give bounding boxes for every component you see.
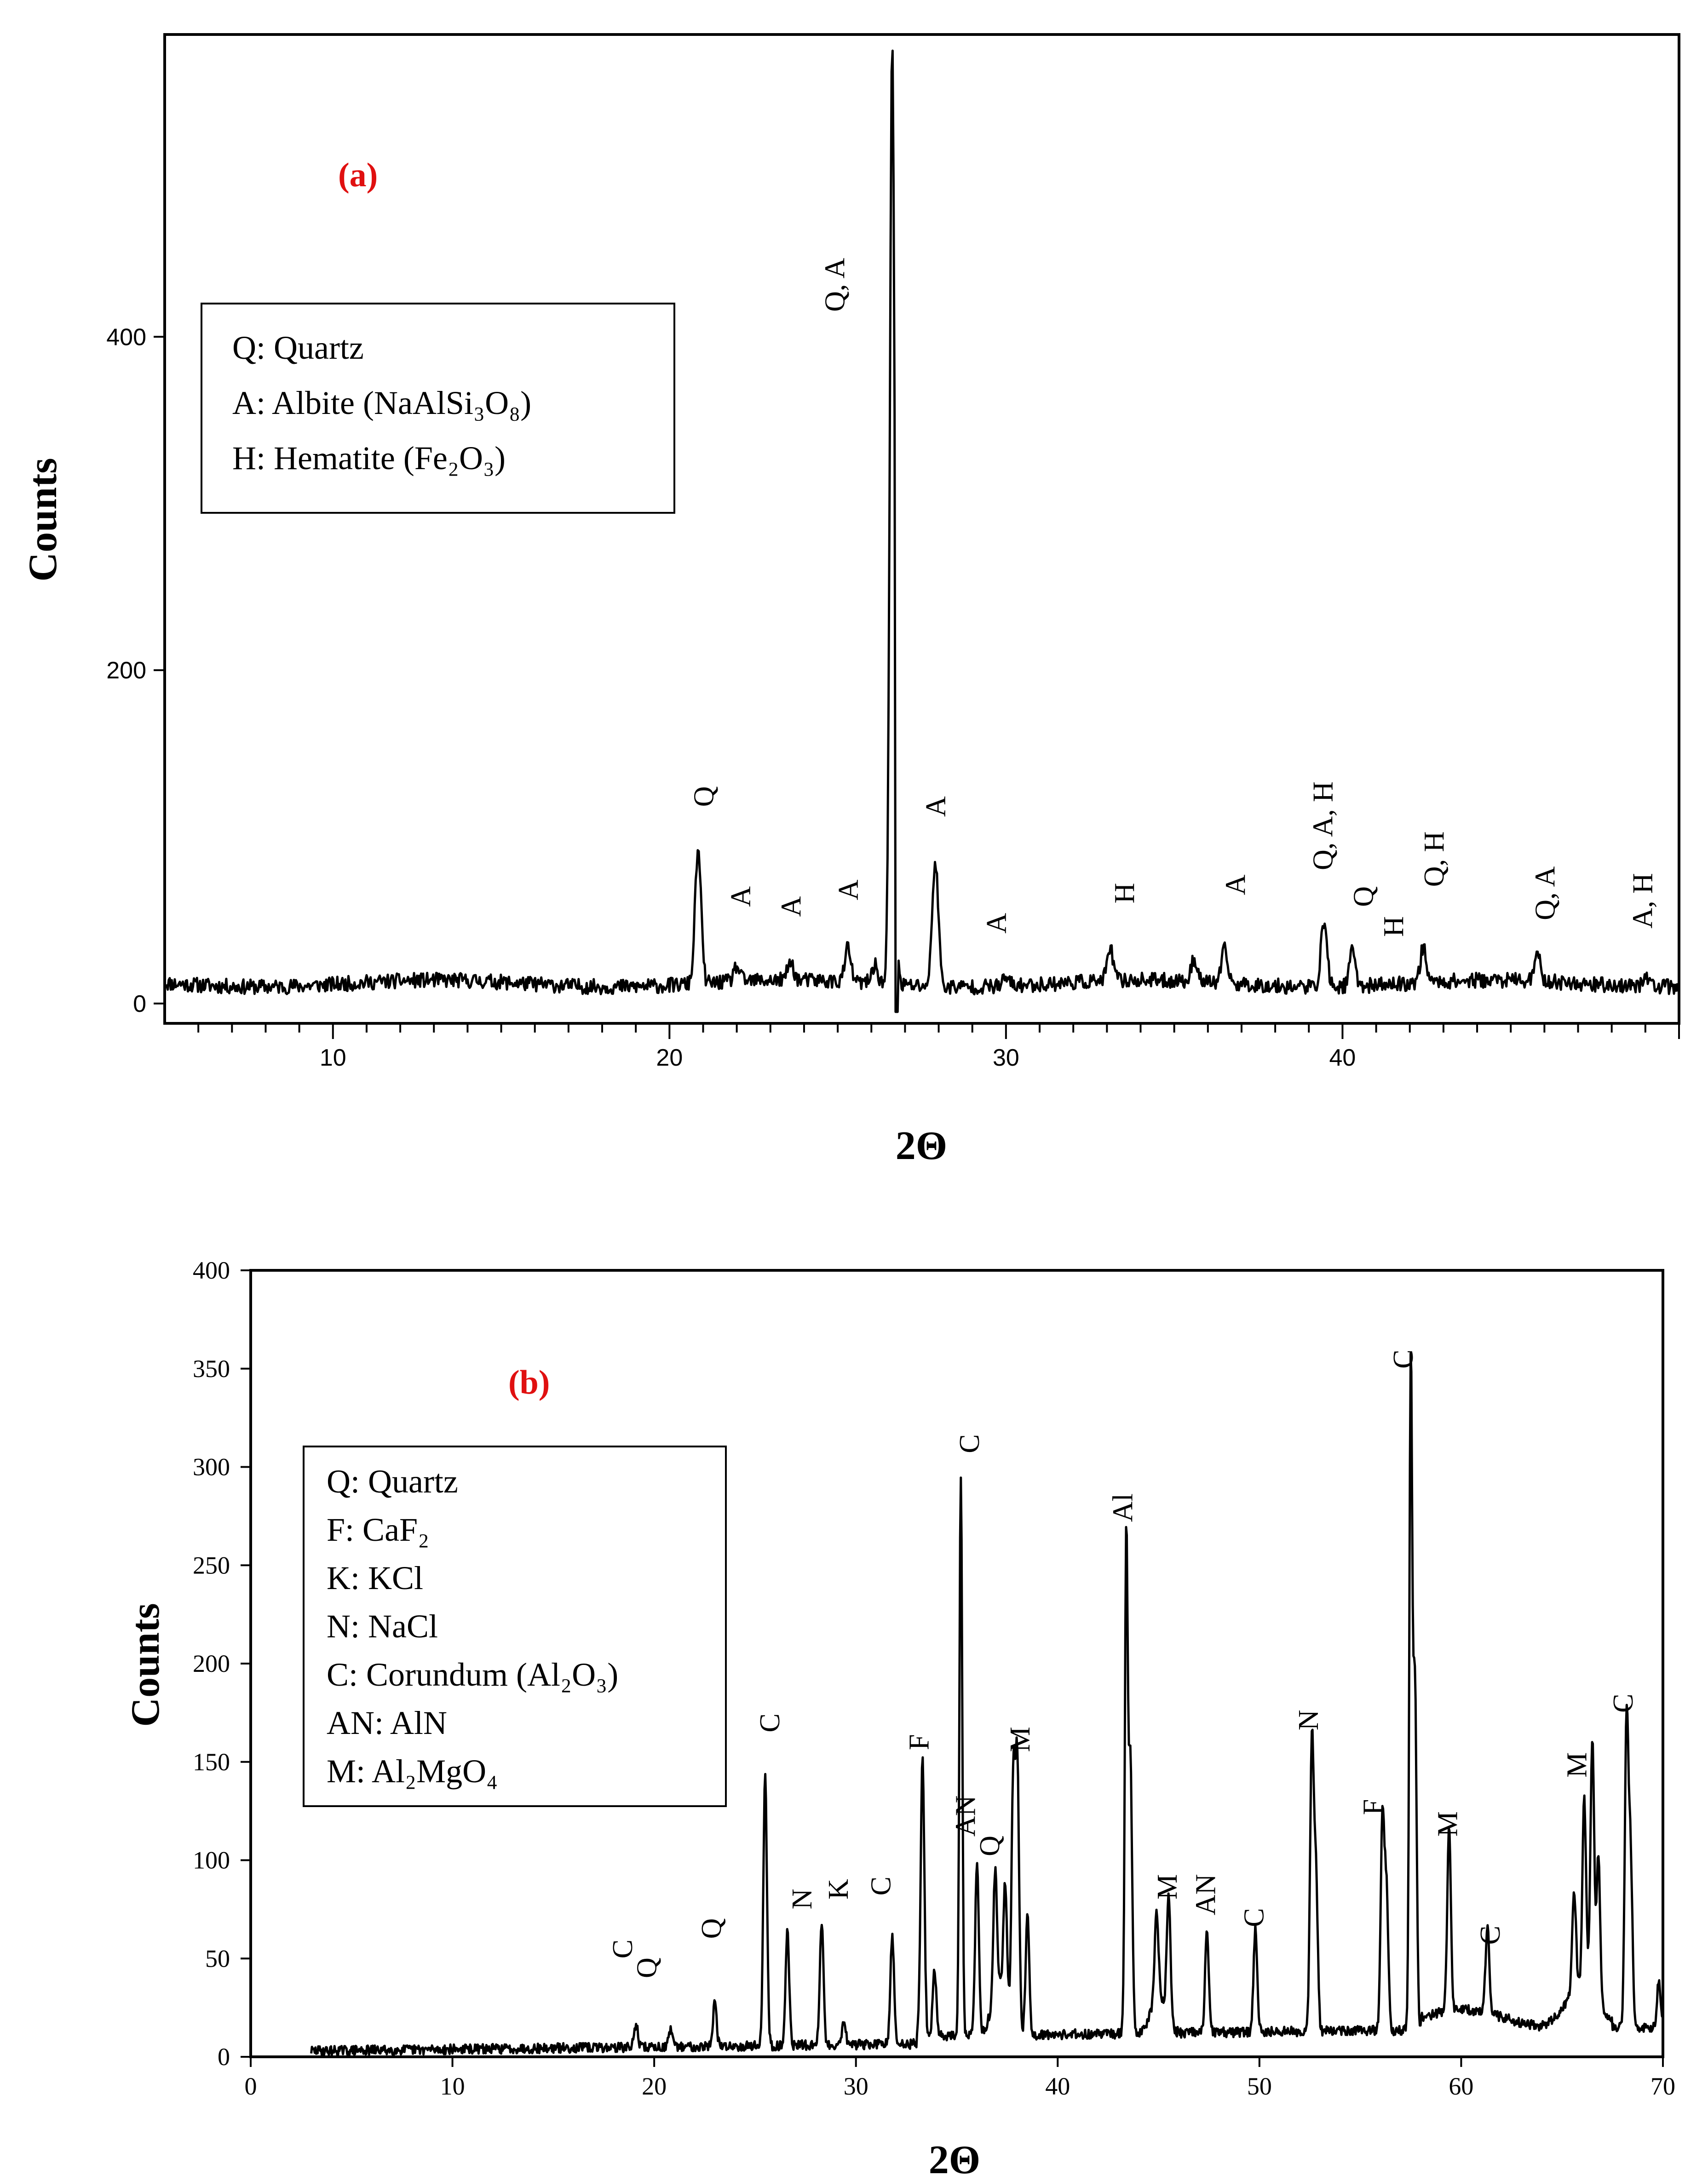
peak-label: Q [974,1836,1006,1856]
panel-b-ylabel: Counts [123,1603,168,1727]
panel-a-legend-box [201,303,675,514]
ytick-label: 350 [193,1355,230,1383]
ytick-label: 300 [193,1453,230,1481]
peak-label: C [865,1877,897,1895]
xtick-label: 10 [320,1045,346,1071]
panel-b-trace-group [310,1352,1664,2057]
peak-label: M [1005,1727,1036,1752]
panel-b-legend: Q: Quartz F: CaF₂ K: KCl N: NaCl C: Coru… [303,1446,727,1807]
legend-a-entry-quartz: Q: Quartz [232,329,364,366]
ytick-label: 400 [193,1257,230,1284]
peak-label: A [725,886,757,907]
xtick-label: 40 [1329,1045,1356,1071]
peak-label: Q [632,1957,663,1978]
peak-label: H [1378,916,1409,937]
xtick-label: 20 [656,1045,683,1071]
legend-a-entry-hematite: H: Hematite (Fe₂O₃) [232,440,506,476]
xtick-label: 10 [440,2072,465,2100]
peak-label: A [776,896,807,917]
peak-label: Q [688,786,719,807]
legend-a-entry-albite: A: Albite (NaAlSi₃O₈) [232,385,531,421]
peak-label: N [787,1889,818,1910]
ytick-label: 400 [106,324,146,350]
xtick-label: 30 [844,2072,868,2100]
peak-label: M [1432,1811,1464,1837]
peak-label: F [904,1734,935,1750]
peak-label: C [754,1713,786,1732]
peak-label: M [1561,1752,1593,1778]
legend-b-entry-nacl: N: NaCl [327,1608,438,1645]
peak-label: Al [1108,1493,1139,1522]
peak-label: A [1220,874,1251,895]
ytick-label: 50 [205,1945,230,1972]
panel-b-xlabel: 2Θ [929,2138,980,2181]
peak-label: C [607,1940,638,1958]
peak-label: C [1388,1349,1419,1368]
diffraction-trace [310,1352,1664,2057]
diffraction-trace [164,49,1679,1013]
panel-b: 0 10 20 30 40 50 60 70050100150200250300350400 … [123,1257,1675,2181]
peak-label: N [1293,1710,1324,1731]
peak-label: C [954,1434,985,1453]
panel-b-tag: (b) [508,1364,550,1401]
peak-label: Q [1348,886,1379,907]
peak-label: Q [696,1918,727,1939]
panel-b-legend-box [303,1446,727,1807]
panel-a-frame [163,33,1680,1025]
panel-a-tag: (a) [338,156,378,194]
peak-label: C [1608,1694,1639,1713]
peak-label: Q, A [1530,866,1561,920]
xtick-label: 20 [642,2072,667,2100]
ytick-label: 0 [218,2043,230,2071]
peak-label: Q, A [820,258,851,312]
panel-a-legend: Q: Quartz A: Albite (NaAlSi₃O₈) H: Hemat… [201,303,675,514]
xtick-label: 40 [1045,2072,1070,2100]
legend-b-entry-caf2: F: CaF₂ [327,1511,429,1548]
ytick-label: 150 [193,1748,230,1776]
xtick-label: 0 [245,2072,257,2100]
peak-label: Q, A, H [1308,781,1339,870]
xtick-label: 70 [1650,2072,1675,2100]
legend-b-entry-kcl: K: KCl [327,1560,423,1596]
xtick-label: 60 [1449,2072,1473,2100]
peak-label: A [833,879,864,900]
peak-label: M [1152,1874,1183,1900]
peak-label: K [823,1879,854,1900]
panel-b-ticks: 0 10 20 30 40 50 60 70 0 50 100 150 200 250 300 350 400 [193,1257,1675,2100]
peak-label: AN [1190,1874,1221,1916]
xtick-label: 30 [993,1045,1019,1071]
peak-label: C [1475,1926,1506,1945]
legend-b-entry-al2mgo4: M: Al₂MgO₄ [327,1753,498,1790]
panel-a-xlabel: 2Θ [896,1124,947,1168]
ytick-label: 250 [193,1551,230,1579]
ytick-label: 100 [193,1847,230,1874]
ytick-label: 0 [133,991,146,1017]
ytick-label: 200 [106,657,146,684]
peak-label: A [981,913,1012,934]
ytick-label: 200 [193,1650,230,1677]
peak-label: A, H [1627,873,1659,929]
peak-label: A [920,796,952,817]
legend-b-entry-corundum: C: Corundum (Al₂O₃) [327,1656,618,1693]
peak-label: AN [950,1796,982,1837]
panel-a-trace-group [164,49,1679,1013]
xtick-label: 50 [1247,2072,1272,2100]
peak-label: F [1357,1799,1389,1815]
legend-b-entry-quartz: Q: Quartz [327,1463,458,1500]
legend-b-entry-aln: AN: AlN [327,1705,447,1741]
peak-label: Q, H [1419,832,1450,887]
peak-label: H [1109,883,1140,904]
panel-a-ylabel: Counts [21,458,65,582]
peak-label: C [1239,1908,1270,1927]
